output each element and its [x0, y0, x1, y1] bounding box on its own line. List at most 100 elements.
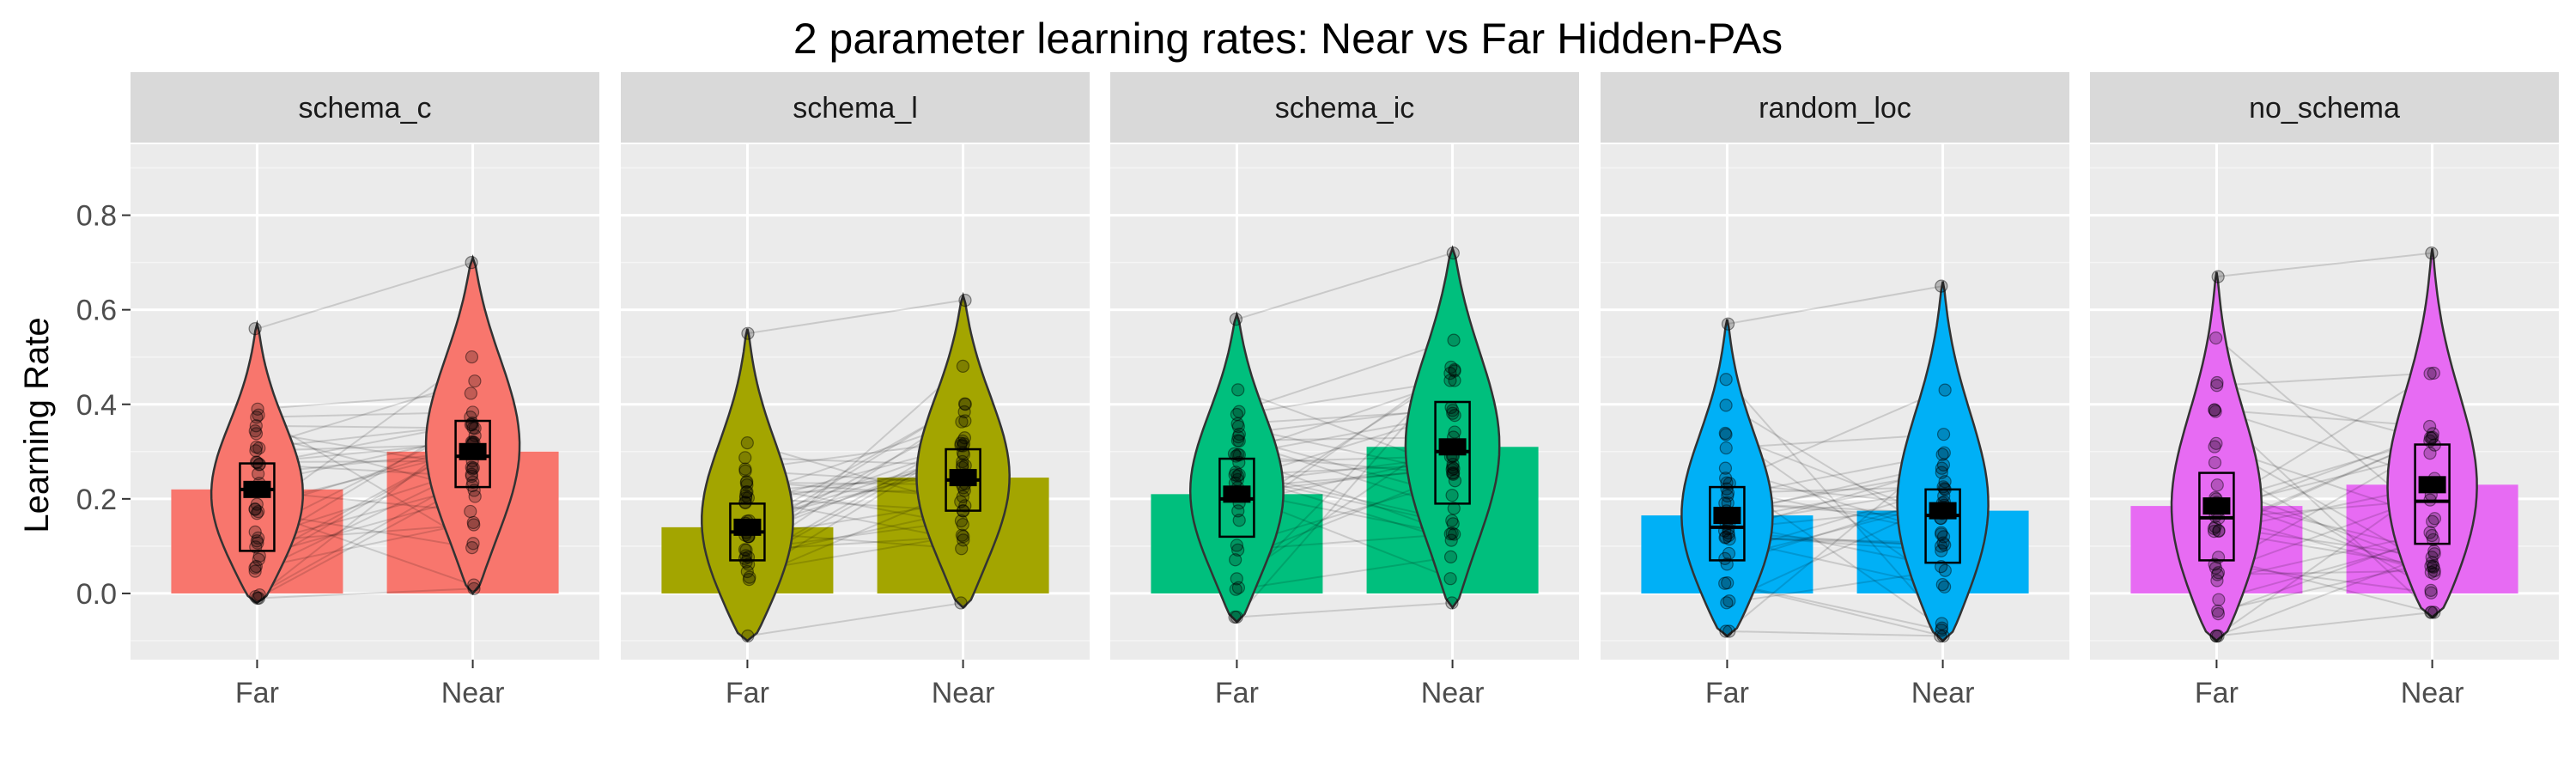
data-point [1721, 489, 1735, 503]
data-point [1230, 572, 1243, 586]
data-point [1446, 467, 1461, 481]
data-point [249, 444, 263, 458]
data-point [465, 405, 480, 419]
data-point [2427, 545, 2441, 558]
data-point [2425, 556, 2439, 569]
data-point [955, 542, 969, 556]
mean-marker [2202, 497, 2231, 515]
facet-strip [1110, 72, 1579, 143]
facet-strip-label: schema_ic [1275, 92, 1415, 125]
data-point [2207, 525, 2221, 539]
data-point [249, 427, 264, 441]
data-point [740, 564, 754, 579]
data-point [1938, 383, 1952, 397]
data-point [1443, 367, 1457, 380]
data-point [1231, 504, 1245, 518]
violin-near [915, 291, 1011, 610]
paired-line [256, 414, 474, 545]
data-point [2424, 606, 2438, 619]
paired-line [2216, 534, 2433, 615]
data-point [2424, 565, 2438, 579]
facet-strip-label: no_schema [2249, 92, 2400, 125]
data-point [1229, 553, 1242, 567]
paired-line [2216, 372, 2433, 386]
data-point [464, 504, 477, 519]
facet-panel-schema_l: schema_l Far Near [621, 72, 1090, 709]
mean-marker [1929, 502, 1957, 520]
data-point [957, 405, 971, 419]
data-point [1446, 247, 1460, 260]
data-point [955, 415, 969, 429]
data-point [1447, 502, 1461, 515]
violin-near [1404, 245, 1501, 610]
paired-line [1236, 601, 1453, 618]
paired-line [1727, 630, 1943, 637]
data-point [249, 455, 264, 469]
data-point [1719, 624, 1733, 638]
data-point [2210, 478, 2224, 492]
y-tick-label: 0.2 [76, 484, 117, 516]
data-point [1934, 539, 1948, 553]
data-point [466, 515, 480, 530]
mean-marker [949, 469, 977, 487]
data-point [252, 458, 266, 472]
data-point [1443, 550, 1458, 563]
mean-marker [1223, 485, 1251, 503]
data-point [738, 451, 752, 465]
data-point [2211, 604, 2225, 618]
data-point [1448, 474, 1462, 488]
data-point [2208, 440, 2221, 453]
data-point [2426, 427, 2439, 441]
data-point [251, 591, 264, 606]
data-point [1936, 458, 1951, 472]
data-point [956, 359, 970, 373]
data-point [1936, 480, 1950, 494]
facet-strip [131, 72, 599, 143]
data-point [1938, 563, 1952, 577]
data-point [2423, 367, 2437, 380]
data-point [954, 495, 968, 508]
data-point [2211, 607, 2226, 621]
data-point [955, 528, 969, 542]
data-point [739, 543, 753, 557]
data-point [1936, 530, 1951, 544]
data-point [1232, 468, 1246, 482]
data-point [1443, 572, 1457, 586]
data-point [1232, 427, 1246, 441]
data-point [2211, 551, 2226, 564]
data-point [1227, 447, 1242, 460]
data-point [1719, 373, 1733, 386]
data-point [1936, 536, 1950, 550]
data-point [2423, 526, 2437, 539]
data-point [1935, 577, 1949, 592]
data-point [1718, 531, 1732, 545]
data-point [1720, 476, 1734, 490]
data-point [1230, 539, 1244, 552]
data-point [2210, 568, 2225, 581]
data-point [252, 552, 265, 566]
x-tick-label: Far [235, 677, 279, 709]
data-point [466, 461, 480, 475]
data-point [250, 411, 264, 424]
data-point [740, 478, 754, 492]
data-point [742, 572, 756, 587]
paired-line [1236, 556, 1453, 591]
data-point [956, 517, 969, 532]
data-point [1935, 526, 1948, 539]
violin-far [2170, 271, 2263, 642]
data-point [2425, 606, 2439, 619]
data-point [467, 518, 481, 532]
paired-line [2216, 252, 2433, 278]
data-point [1446, 406, 1460, 420]
facet-panels: 0.0 0.2 0.4 0.6 0.8 schema_c Far Near schema_l Fa… [76, 72, 2559, 709]
paired-line [1727, 285, 1943, 326]
data-point [1232, 434, 1246, 448]
data-point [2209, 331, 2223, 345]
data-point [249, 559, 263, 574]
paired-line [1727, 569, 1943, 604]
data-point [2425, 551, 2439, 564]
data-point [1719, 399, 1733, 412]
data-point [465, 469, 479, 484]
data-point [1448, 527, 1461, 541]
